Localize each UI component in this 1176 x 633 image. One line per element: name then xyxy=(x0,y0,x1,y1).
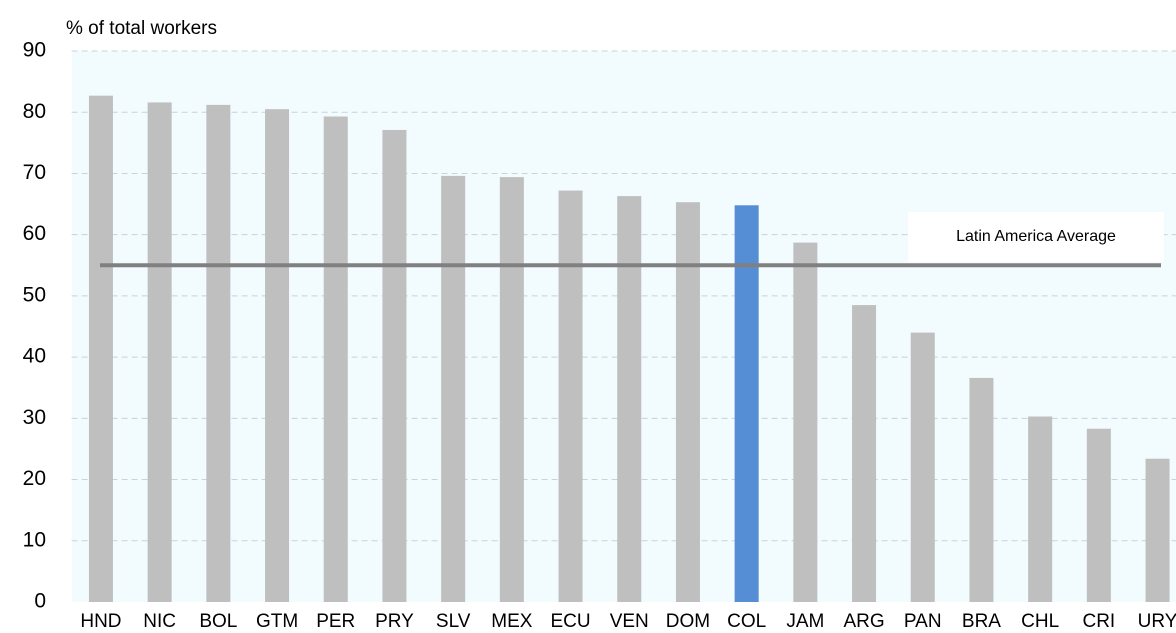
bar xyxy=(499,177,524,602)
y-axis-label: % of total workers xyxy=(66,18,217,39)
x-tick-label: PAN xyxy=(904,611,942,632)
bar xyxy=(675,202,700,603)
bar xyxy=(910,332,935,602)
x-tick-label: GTM xyxy=(256,611,298,632)
x-tick-label: ARG xyxy=(843,611,884,632)
x-tick-label: MEX xyxy=(491,611,533,632)
x-tick-label: BOL xyxy=(199,611,237,632)
y-tick-label: 90 xyxy=(23,39,46,62)
x-tick-label: PRY xyxy=(375,611,414,632)
bar xyxy=(969,377,994,602)
bar xyxy=(1145,458,1170,602)
y-tick-label: 80 xyxy=(23,100,46,123)
x-tick-label: COL xyxy=(727,611,766,632)
bar xyxy=(852,305,877,602)
bar xyxy=(382,129,407,602)
bar xyxy=(558,190,583,602)
bar xyxy=(1028,416,1053,602)
y-tick-label: 20 xyxy=(23,467,46,490)
y-tick-label: 60 xyxy=(23,222,46,245)
average-label: Latin America Average xyxy=(956,228,1116,245)
bar xyxy=(1086,428,1111,602)
y-tick-label: 50 xyxy=(23,283,46,306)
y-tick-label: 10 xyxy=(23,528,46,551)
x-tick-label: CRI xyxy=(1082,611,1115,632)
y-tick-label: 0 xyxy=(34,590,46,613)
x-tick-label: BRA xyxy=(962,611,1001,632)
x-tick-label: DOM xyxy=(666,611,710,632)
bar xyxy=(88,95,113,602)
bar xyxy=(323,116,348,602)
x-tick-label: JAM xyxy=(786,611,824,632)
bar xyxy=(734,205,759,602)
x-tick-label: VEN xyxy=(610,611,649,632)
average-label-box xyxy=(908,212,1164,262)
x-tick-label: ECU xyxy=(550,611,590,632)
y-tick-label: 30 xyxy=(23,406,46,429)
x-tick-label: PER xyxy=(316,611,355,632)
x-tick-label: URY xyxy=(1138,611,1176,632)
bar xyxy=(617,196,642,602)
bar xyxy=(265,109,290,603)
x-tick-label: CHL xyxy=(1021,611,1059,632)
bar xyxy=(441,175,466,603)
x-tick-label: HND xyxy=(80,611,121,632)
y-tick-label: 40 xyxy=(23,345,46,368)
bar xyxy=(793,242,818,602)
y-tick-label: 70 xyxy=(23,161,46,184)
x-tick-label: NIC xyxy=(143,611,176,632)
x-tick-label: SLV xyxy=(436,611,471,632)
bar xyxy=(206,104,231,603)
bar xyxy=(147,102,172,602)
